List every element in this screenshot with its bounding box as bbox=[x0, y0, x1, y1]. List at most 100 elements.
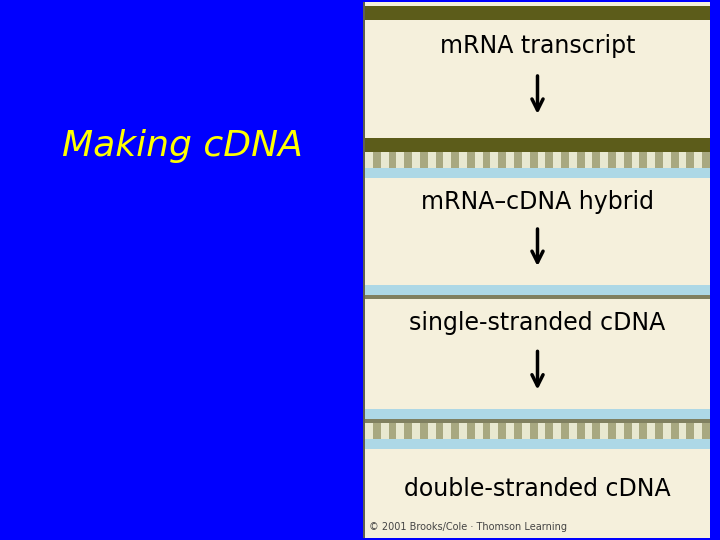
Bar bbox=[538, 152, 545, 168]
Bar bbox=[545, 423, 553, 439]
Bar bbox=[428, 423, 436, 439]
Bar bbox=[671, 152, 679, 168]
Bar bbox=[365, 449, 710, 538]
Bar bbox=[363, 2, 365, 538]
Bar bbox=[490, 423, 498, 439]
Text: mRNA–cDNA hybrid: mRNA–cDNA hybrid bbox=[421, 190, 654, 213]
Bar bbox=[663, 152, 671, 168]
Bar bbox=[631, 152, 639, 168]
Bar bbox=[397, 152, 404, 168]
Bar bbox=[616, 423, 624, 439]
Bar bbox=[365, 178, 710, 285]
Bar bbox=[404, 423, 412, 439]
Bar bbox=[538, 423, 545, 439]
Bar bbox=[420, 152, 428, 168]
Bar bbox=[428, 152, 436, 168]
Bar bbox=[365, 152, 373, 168]
Bar bbox=[561, 152, 569, 168]
Bar bbox=[397, 423, 404, 439]
Bar bbox=[444, 152, 451, 168]
Bar bbox=[600, 423, 608, 439]
Bar bbox=[679, 423, 686, 439]
Bar bbox=[365, 168, 710, 178]
Bar bbox=[365, 6, 710, 20]
Bar bbox=[381, 423, 389, 439]
Bar bbox=[577, 423, 585, 439]
Bar bbox=[389, 152, 397, 168]
Bar bbox=[585, 152, 593, 168]
Text: double-stranded cDNA: double-stranded cDNA bbox=[404, 477, 671, 501]
Bar bbox=[577, 152, 585, 168]
Bar bbox=[506, 152, 514, 168]
Bar bbox=[686, 423, 694, 439]
Bar bbox=[482, 423, 490, 439]
Bar bbox=[530, 423, 538, 439]
Bar bbox=[412, 423, 420, 439]
Bar bbox=[389, 423, 397, 439]
Bar bbox=[365, 423, 373, 439]
Bar bbox=[365, 285, 710, 295]
Bar bbox=[365, 299, 710, 409]
Bar bbox=[585, 423, 593, 439]
Bar bbox=[365, 439, 710, 449]
Bar bbox=[569, 423, 577, 439]
Bar bbox=[467, 423, 474, 439]
Bar bbox=[694, 423, 702, 439]
Bar bbox=[600, 152, 608, 168]
Text: mRNA transcript: mRNA transcript bbox=[440, 34, 635, 58]
Bar bbox=[444, 423, 451, 439]
Bar bbox=[365, 2, 710, 538]
Bar bbox=[569, 152, 577, 168]
Bar bbox=[514, 423, 522, 439]
Bar bbox=[679, 152, 686, 168]
Bar bbox=[451, 152, 459, 168]
Bar bbox=[694, 152, 702, 168]
Bar bbox=[373, 423, 381, 439]
Bar bbox=[624, 152, 631, 168]
Bar bbox=[624, 423, 631, 439]
Bar bbox=[459, 152, 467, 168]
Bar bbox=[498, 152, 506, 168]
Bar bbox=[530, 152, 538, 168]
Bar bbox=[514, 152, 522, 168]
Bar bbox=[655, 152, 663, 168]
Bar bbox=[365, 138, 710, 152]
Bar bbox=[671, 423, 679, 439]
Bar bbox=[655, 423, 663, 439]
Bar bbox=[616, 152, 624, 168]
Bar bbox=[522, 423, 530, 439]
Bar bbox=[482, 152, 490, 168]
Bar bbox=[663, 423, 671, 439]
Bar bbox=[608, 152, 616, 168]
Bar bbox=[459, 423, 467, 439]
Bar bbox=[593, 152, 600, 168]
Bar bbox=[436, 152, 444, 168]
Bar bbox=[545, 152, 553, 168]
Text: © 2001 Brooks/Cole · Thomson Learning: © 2001 Brooks/Cole · Thomson Learning bbox=[369, 522, 567, 532]
Bar bbox=[702, 152, 710, 168]
Bar bbox=[608, 423, 616, 439]
Bar bbox=[686, 152, 694, 168]
Bar bbox=[490, 152, 498, 168]
Bar bbox=[381, 152, 389, 168]
Bar bbox=[451, 423, 459, 439]
Bar bbox=[474, 423, 482, 439]
Bar bbox=[436, 423, 444, 439]
Bar bbox=[702, 423, 710, 439]
Bar bbox=[474, 152, 482, 168]
Text: Making cDNA: Making cDNA bbox=[62, 129, 303, 163]
Bar bbox=[506, 423, 514, 439]
Bar bbox=[498, 423, 506, 439]
Bar bbox=[593, 423, 600, 439]
Bar bbox=[365, 295, 710, 299]
Bar bbox=[373, 152, 381, 168]
Bar bbox=[561, 423, 569, 439]
Bar bbox=[467, 152, 474, 168]
Bar bbox=[412, 152, 420, 168]
Bar bbox=[639, 423, 647, 439]
Bar bbox=[365, 409, 710, 419]
Bar bbox=[553, 423, 561, 439]
Bar bbox=[639, 152, 647, 168]
Bar bbox=[647, 423, 655, 439]
Bar bbox=[365, 20, 710, 138]
